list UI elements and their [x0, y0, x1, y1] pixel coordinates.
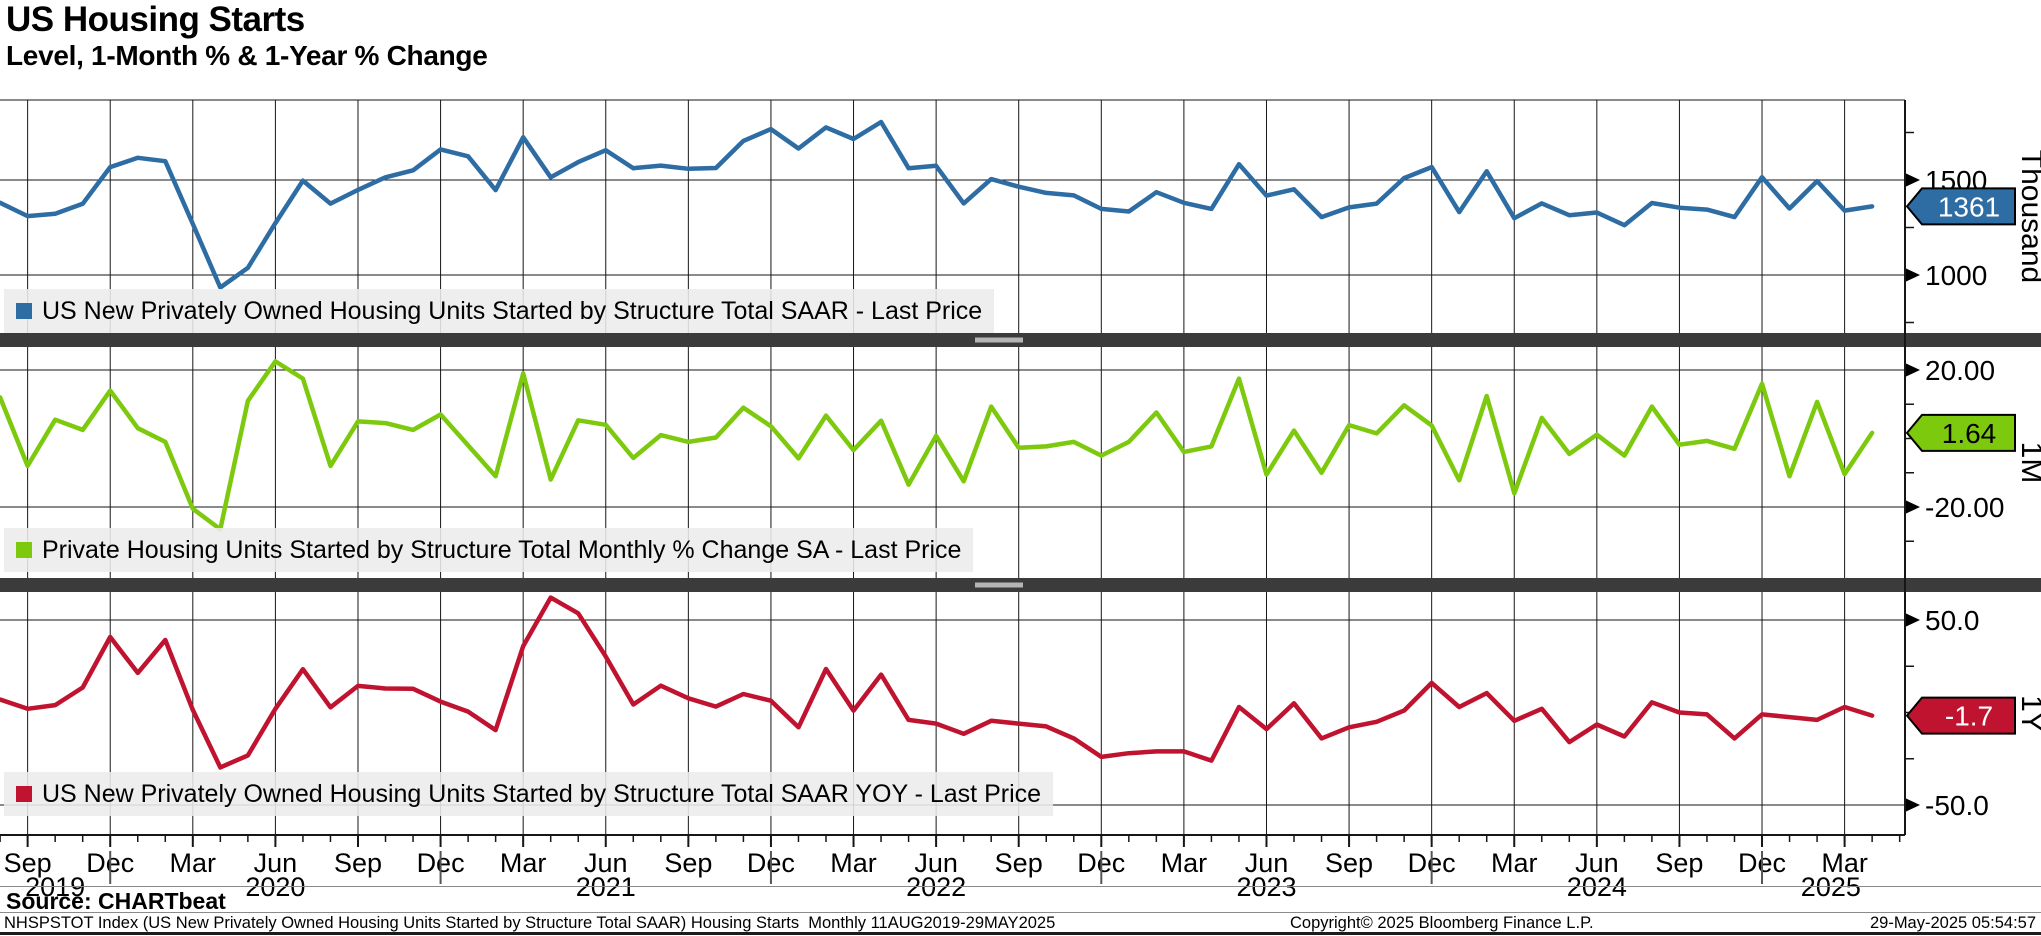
security-description: NHSPSTOT Index (US New Privately Owned H… — [4, 914, 1056, 932]
yoy-legend-marker-icon — [16, 786, 32, 802]
y-tick-label: -20.00 — [1925, 492, 2004, 523]
x-year-label: 2025 — [1801, 872, 1861, 902]
x-year-label: 2022 — [906, 872, 966, 902]
mom-legend-marker-icon — [16, 542, 32, 558]
y-tick-label: 20.00 — [1925, 355, 1995, 386]
x-year-label: 2020 — [245, 872, 305, 902]
legend-level-label: US New Privately Owned Housing Units Sta… — [42, 296, 983, 325]
y-tick-label: 1000 — [1925, 260, 1987, 291]
footer-meta-row: NHSPSTOT Index (US New Privately Owned H… — [0, 914, 2041, 933]
axis-unit-label: 1M — [2015, 442, 2041, 484]
x-month-label: Mar — [830, 848, 877, 878]
level-series-line — [0, 119, 1875, 290]
x-month-label: Sep — [334, 848, 382, 878]
yoy-series-line — [0, 595, 1875, 770]
yoy-last-price-badge — [1905, 696, 2016, 735]
legend-yoy: US New Privately Owned Housing Units Sta… — [4, 772, 1054, 816]
mom-last-price-badge — [1905, 413, 2016, 452]
page-title: US Housing Starts — [6, 0, 305, 39]
x-month-label: Mar — [1161, 848, 1208, 878]
level-last-price-badge — [1905, 187, 2016, 226]
bottom-border — [0, 932, 2041, 935]
x-month-label: Sep — [1325, 848, 1373, 878]
x-year-label: 2023 — [1236, 872, 1296, 902]
axis-unit-label: Thousand — [2015, 150, 2041, 283]
level-legend-marker-icon — [16, 303, 32, 319]
x-month-label: Jun — [254, 848, 298, 878]
divider-drag-handle-icon[interactable] — [975, 582, 1023, 588]
y-tick-label: -50.0 — [1925, 790, 1989, 821]
timestamp-label: 29-May-2025 05:54:57 — [1869, 914, 2036, 932]
divider-drag-handle-icon[interactable] — [975, 337, 1023, 343]
x-month-label: Mar — [170, 848, 217, 878]
tick-arrow-icon — [1905, 500, 1920, 514]
x-year-label: 2021 — [576, 872, 636, 902]
legend-yoy-label: US New Privately Owned Housing Units Sta… — [42, 779, 1042, 808]
x-year-label: 2024 — [1567, 872, 1627, 902]
x-month-label: Sep — [995, 848, 1043, 878]
x-month-label: Jun — [1245, 848, 1289, 878]
legend-level: US New Privately Owned Housing Units Sta… — [4, 289, 995, 333]
x-month-label: Sep — [1655, 848, 1703, 878]
tick-arrow-icon — [1905, 613, 1920, 627]
copyright-label: Copyright© 2025 Bloomberg Finance L.P. — [1290, 914, 1594, 932]
yoy-last-price-value: -1.7 — [1945, 701, 1993, 732]
y-tick-label: 50.0 — [1925, 605, 1980, 636]
x-month-label: Mar — [1821, 848, 1868, 878]
x-month-label: Sep — [664, 848, 712, 878]
x-month-label: Jun — [1575, 848, 1619, 878]
mom-series-line — [0, 359, 1875, 532]
x-year-label: 2019 — [25, 872, 85, 902]
footer-divider — [0, 912, 2041, 913]
mom-last-price-value: 1.64 — [1942, 418, 1997, 449]
x-month-label: Jun — [584, 848, 628, 878]
axis-unit-label: 1Y — [2015, 695, 2041, 732]
tick-arrow-icon — [1905, 268, 1920, 282]
x-month-label: Jun — [914, 848, 958, 878]
tick-arrow-icon — [1905, 798, 1920, 812]
x-month-label: Mar — [1491, 848, 1538, 878]
source-label: Source: CHARTbeat — [6, 888, 226, 914]
legend-mom: Private Housing Units Started by Structu… — [4, 528, 974, 572]
x-month-label: Sep — [4, 848, 52, 878]
tick-arrow-icon — [1905, 363, 1920, 377]
chart-footer-divider — [0, 886, 2041, 887]
legend-mom-label: Private Housing Units Started by Structu… — [42, 535, 962, 564]
x-month-label: Mar — [500, 848, 547, 878]
tick-arrow-icon — [1905, 173, 1920, 187]
page-subtitle: Level, 1-Month % & 1-Year % Change — [6, 40, 488, 71]
level-last-price-value: 1361 — [1938, 191, 2000, 222]
